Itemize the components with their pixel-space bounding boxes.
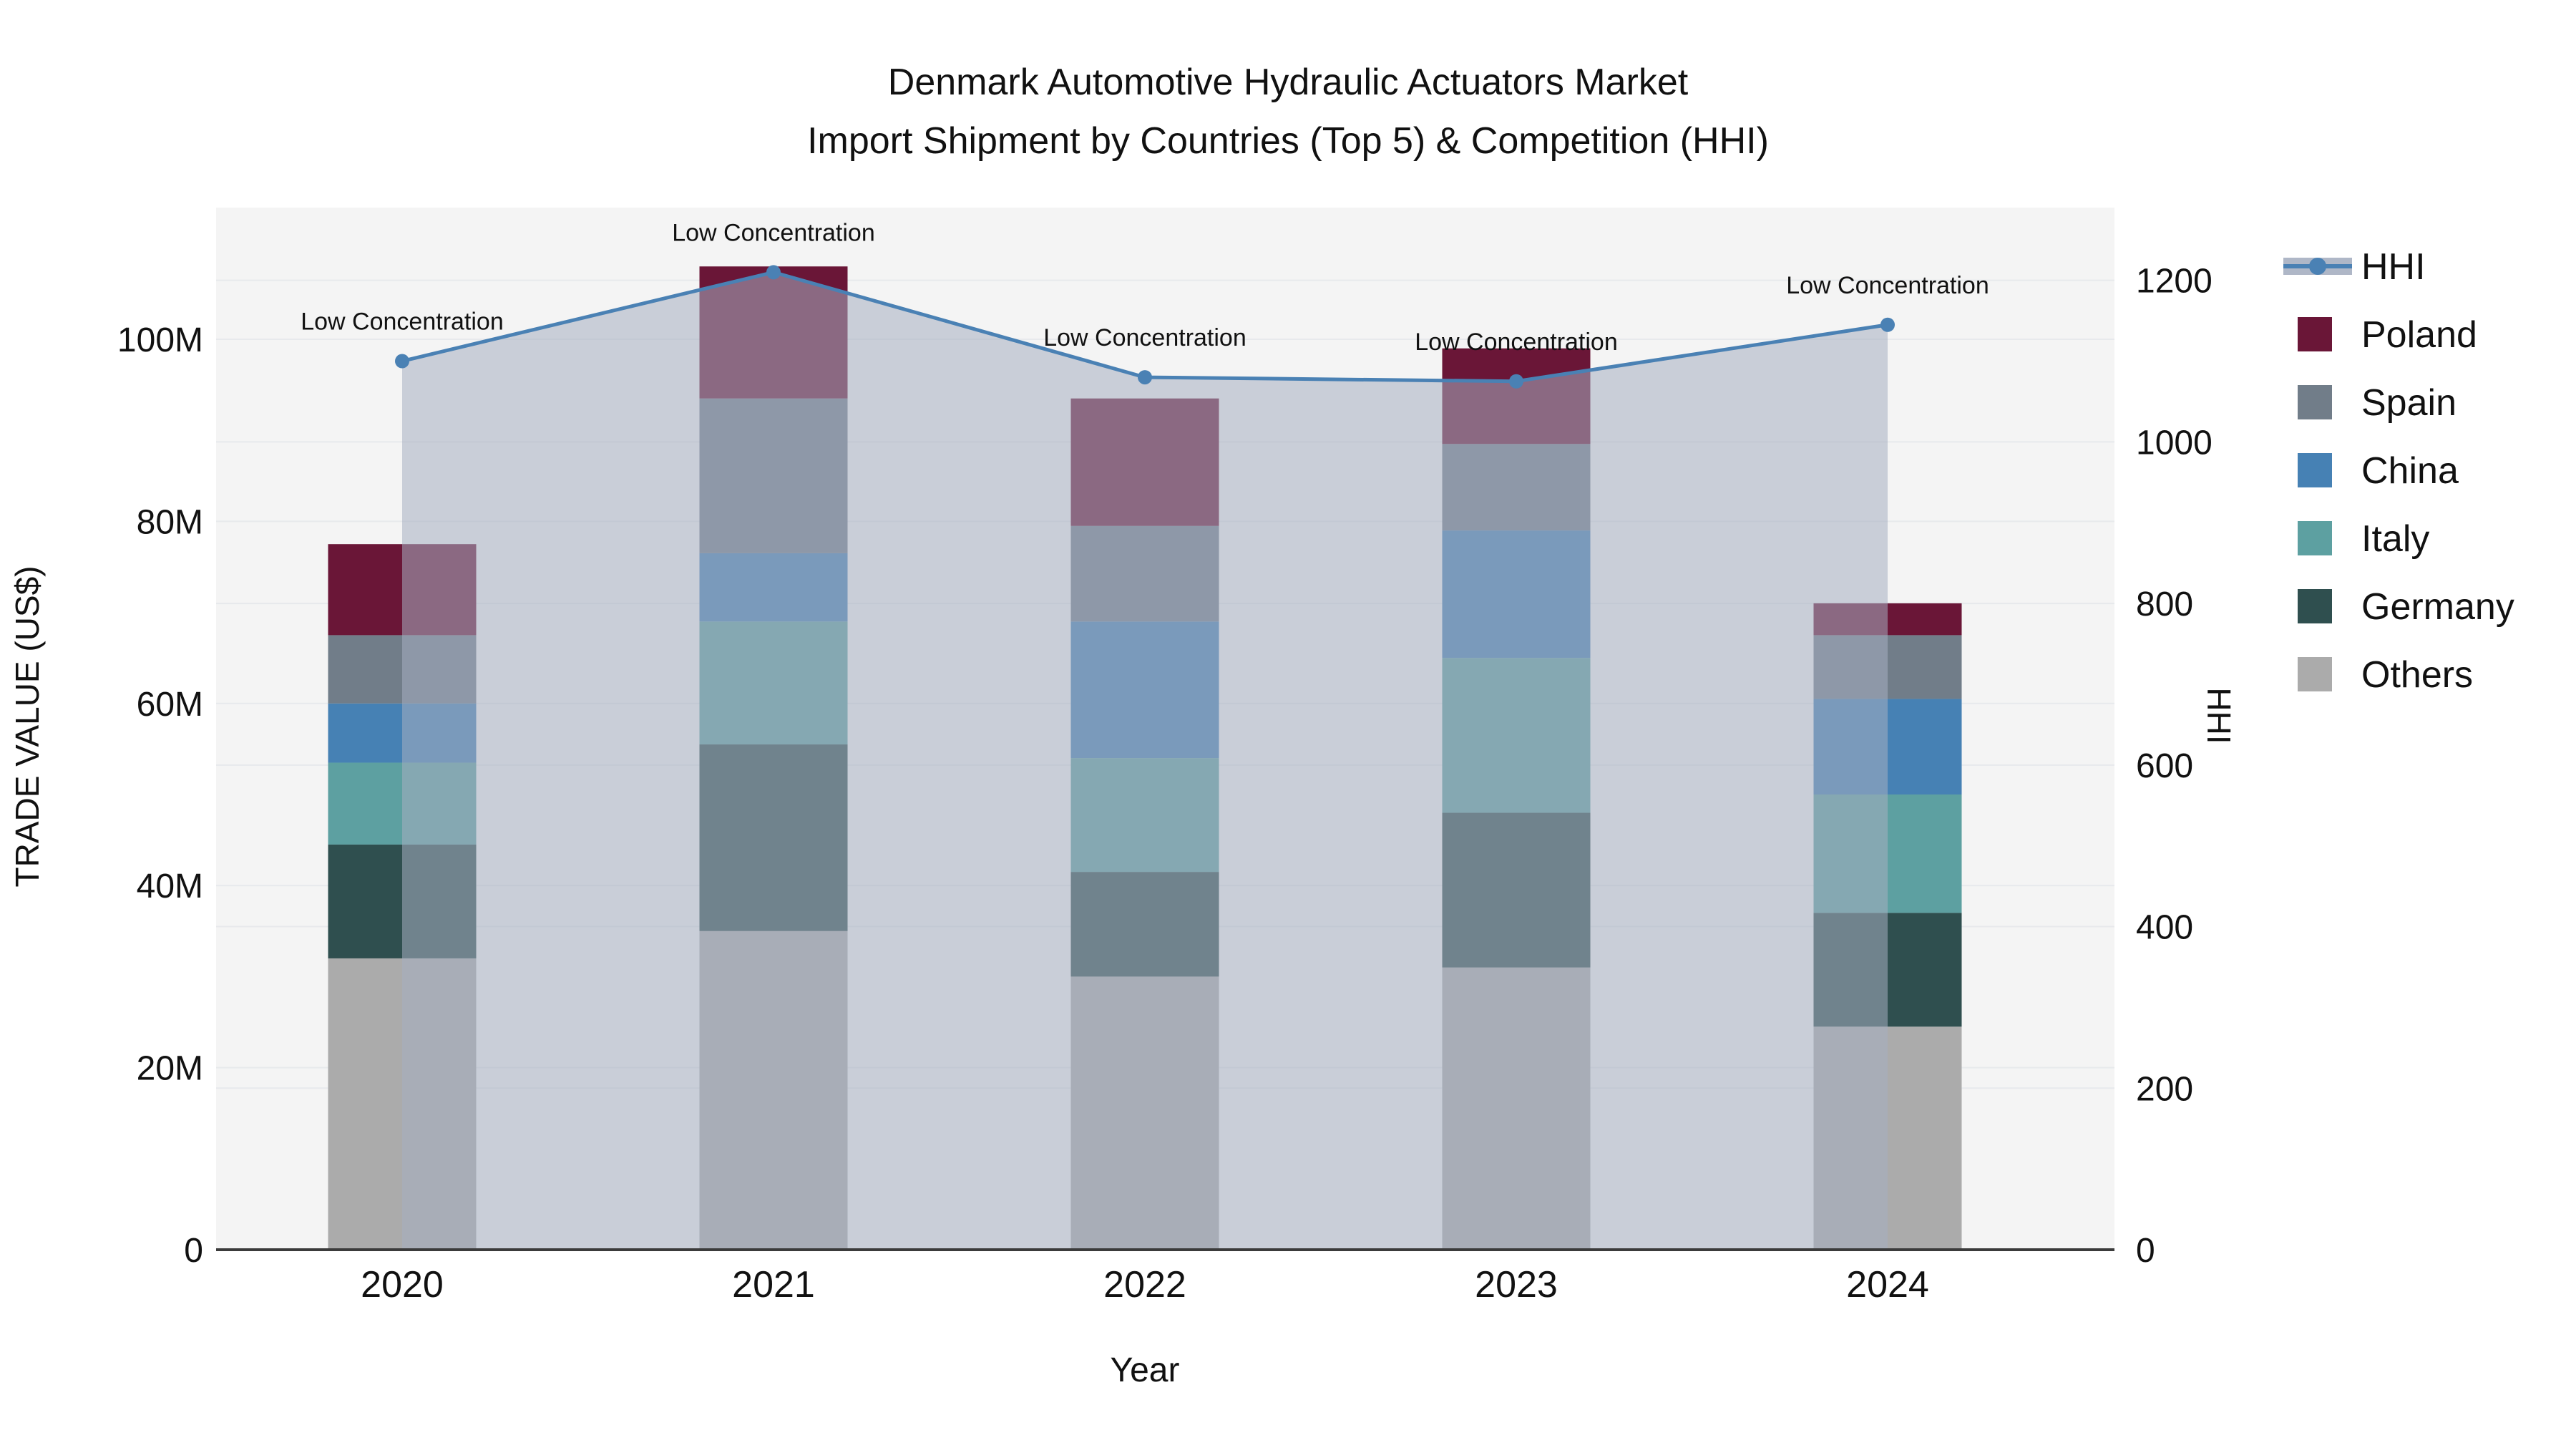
annotation-2020: Low Concentration	[301, 308, 504, 336]
annotation-2024: Low Concentration	[1786, 272, 1989, 299]
legend-label-others: Others	[2361, 654, 2473, 696]
legend-item-hhi[interactable]: HHI	[2283, 246, 2426, 288]
x-tick-2021: 2021	[732, 1264, 815, 1306]
legend-label-china: China	[2361, 450, 2459, 492]
legend-label-poland: Poland	[2361, 314, 2477, 356]
hhi-marker-2022	[1138, 370, 1152, 385]
legend-label-italy: Italy	[2361, 518, 2429, 560]
right-tick-0: 0	[2136, 1232, 2155, 1270]
x-axis-title: Year	[1111, 1351, 1180, 1389]
legend-label-germany: Germany	[2361, 586, 2514, 628]
left-tick-80M: 80M	[137, 503, 203, 541]
hhi-marker-2023	[1509, 374, 1523, 389]
left-tick-100M: 100M	[117, 321, 203, 359]
right-tick-400: 400	[2136, 909, 2193, 947]
right-tick-600: 600	[2136, 747, 2193, 785]
right-axis-title: HHI	[2200, 687, 2238, 744]
legend-item-germany[interactable]: Germany	[2298, 586, 2514, 628]
legend-swatch-spain	[2298, 385, 2332, 419]
left-tick-0: 0	[184, 1232, 203, 1270]
left-axis-title: TRADE VALUE (US$)	[9, 565, 46, 887]
legend-swatch-poland	[2298, 317, 2332, 351]
x-tick-2020: 2020	[361, 1264, 444, 1306]
x-tick-2022: 2022	[1103, 1264, 1186, 1306]
legend-swatch-italy	[2298, 521, 2332, 555]
right-tick-200: 200	[2136, 1070, 2193, 1108]
legend-label-spain: Spain	[2361, 382, 2457, 424]
hhi-marker-2021	[766, 265, 781, 280]
left-tick-40M: 40M	[137, 868, 203, 905]
right-tick-1200: 1200	[2136, 263, 2212, 301]
annotation-2023: Low Concentration	[1415, 329, 1618, 356]
right-tick-1000: 1000	[2136, 424, 2212, 462]
legend-swatch-germany	[2298, 589, 2332, 623]
hhi-area-fill	[402, 272, 1888, 1250]
legend-hhi-marker-swatch	[2309, 258, 2326, 275]
chart-title-line1: Denmark Automotive Hydraulic Actuators M…	[888, 62, 1689, 103]
left-tick-60M: 60M	[137, 686, 203, 724]
legend-label-hhi: HHI	[2361, 246, 2426, 288]
annotation-2021: Low Concentration	[672, 219, 875, 246]
hhi-marker-2020	[395, 354, 409, 369]
annotation-2022: Low Concentration	[1043, 324, 1246, 351]
legend-item-china[interactable]: China	[2298, 450, 2459, 492]
legend-swatch-others	[2298, 657, 2332, 691]
legend-item-spain[interactable]: Spain	[2298, 382, 2457, 424]
x-tick-2024: 2024	[1846, 1264, 1929, 1306]
hhi-marker-2024	[1880, 317, 1895, 332]
left-tick-20M: 20M	[137, 1050, 203, 1088]
legend-swatch-china	[2298, 453, 2332, 487]
x-tick-2023: 2023	[1475, 1264, 1558, 1306]
legend-item-others[interactable]: Others	[2298, 654, 2473, 696]
right-tick-800: 800	[2136, 585, 2193, 623]
legend-item-italy[interactable]: Italy	[2298, 518, 2429, 560]
legend-item-poland[interactable]: Poland	[2298, 314, 2477, 356]
chart-title-line2: Import Shipment by Countries (Top 5) & C…	[807, 120, 1769, 162]
